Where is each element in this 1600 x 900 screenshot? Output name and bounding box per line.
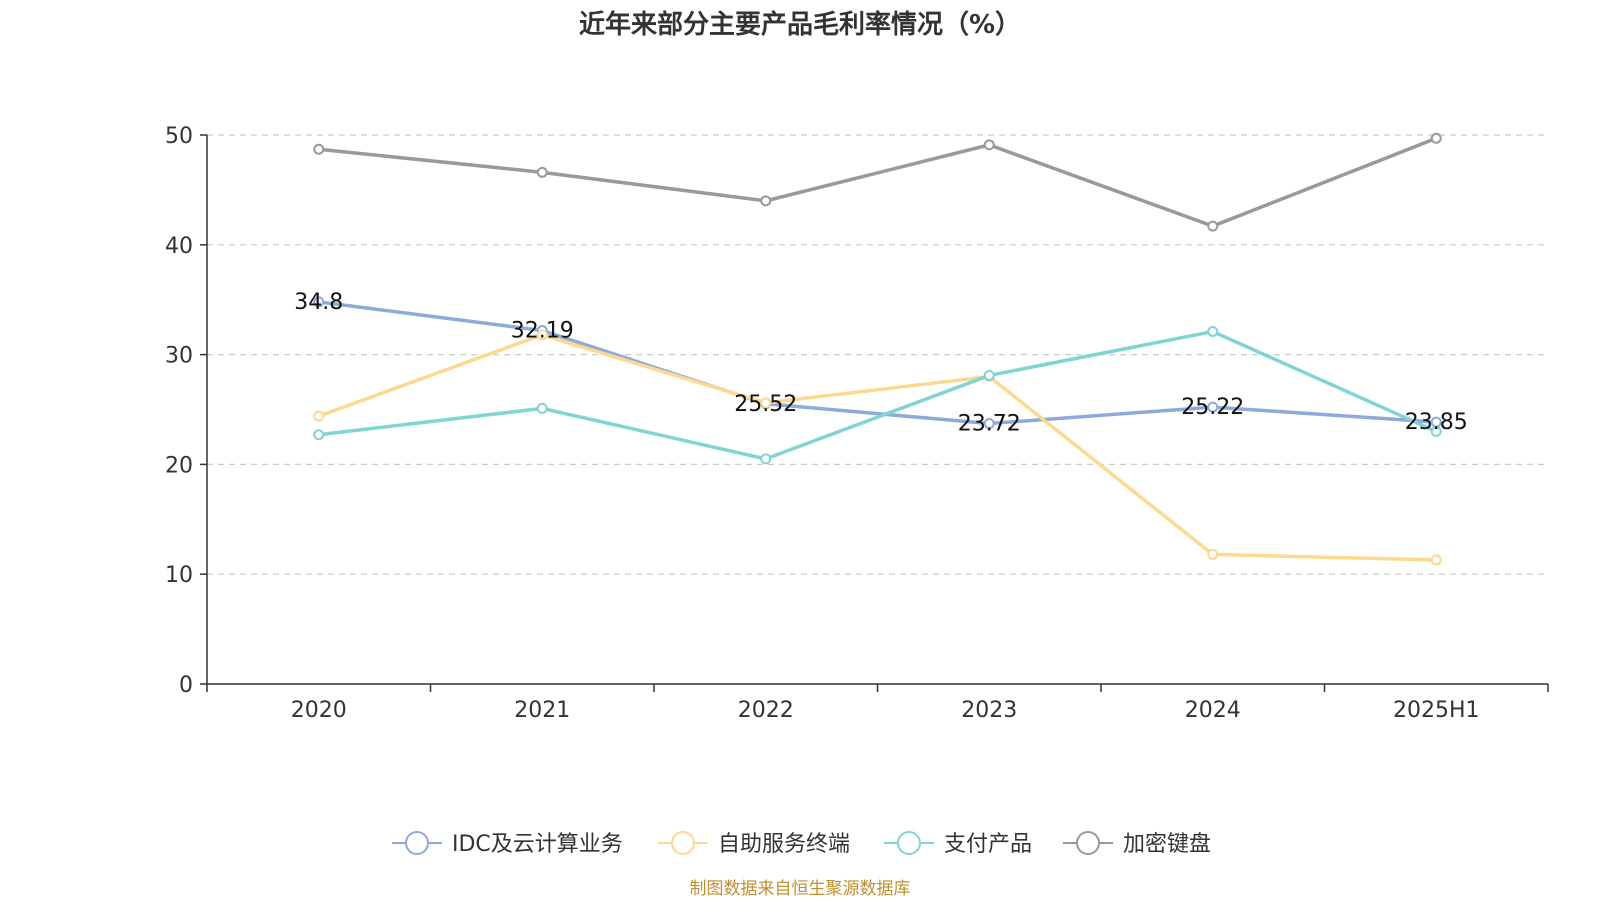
- data-point[interactable]: [983, 369, 995, 381]
- data-label: 32.19: [511, 319, 574, 344]
- legend-item[interactable]: 自助服务终端: [658, 831, 850, 857]
- y-tick-label: 50: [165, 124, 193, 149]
- y-tick-label: 30: [165, 344, 193, 369]
- data-point[interactable]: [313, 429, 325, 441]
- legend-marker: [671, 831, 695, 855]
- series-2: [313, 326, 1442, 465]
- data-point[interactable]: [1430, 554, 1442, 566]
- x-tick-label: 2023: [961, 698, 1017, 723]
- x-tick-label: 2021: [514, 698, 570, 723]
- y-tick-label: 0: [179, 673, 193, 698]
- data-label: 23.72: [958, 412, 1021, 437]
- legend-label: IDC及云计算业务: [452, 832, 623, 857]
- source-note: 制图数据来自恒生聚源数据库: [690, 879, 911, 899]
- data-point[interactable]: [536, 166, 548, 178]
- data-point[interactable]: [313, 410, 325, 422]
- legend-label: 加密键盘: [1123, 832, 1211, 857]
- x-tick-label: 2024: [1185, 698, 1241, 723]
- legend-item[interactable]: IDC及云计算业务: [392, 831, 623, 857]
- data-point[interactable]: [760, 453, 772, 465]
- data-point[interactable]: [1207, 401, 1219, 413]
- data-label: 25.52: [734, 392, 797, 417]
- y-tick-label: 10: [165, 563, 193, 588]
- series-3: [313, 132, 1442, 232]
- data-label: 25.22: [1181, 395, 1244, 420]
- series-line: [318, 329, 1437, 461]
- data-labels: 34.8 32.19 25.52 23.72 25.22 23.85: [294, 290, 1467, 437]
- data-point[interactable]: [1207, 548, 1219, 560]
- x-tick-label: 2020: [291, 698, 347, 723]
- y-tick-label: 20: [165, 453, 193, 478]
- series-line: [318, 136, 1437, 228]
- data-point[interactable]: [536, 402, 548, 414]
- data-label: 23.85: [1405, 410, 1468, 435]
- data-point[interactable]: [760, 397, 772, 409]
- data-point[interactable]: [313, 143, 325, 155]
- series-1: [313, 329, 1442, 566]
- data-point[interactable]: [313, 296, 325, 308]
- data-label: 34.8: [294, 290, 343, 315]
- legend-marker: [405, 831, 429, 855]
- data-point[interactable]: [1207, 326, 1219, 338]
- series-line: [318, 300, 1437, 426]
- legend[interactable]: IDC及云计算业务 自助服务终端 支付产品 加密键盘: [392, 831, 1211, 857]
- data-point[interactable]: [1430, 425, 1442, 437]
- y-tick-label: 40: [165, 234, 193, 259]
- legend-label: 自助服务终端: [718, 832, 850, 857]
- data-point[interactable]: [536, 329, 548, 341]
- x-tick-label: 2025H1: [1393, 698, 1480, 723]
- series-0: [313, 296, 1442, 430]
- data-point[interactable]: [1430, 132, 1442, 144]
- series-group: [313, 132, 1442, 566]
- axes: 0 10 20 30 40 50 2020 2021 2022 2023 2024 2025H1: [165, 124, 1549, 723]
- x-tick-label: 2022: [738, 698, 794, 723]
- grid-lines: [207, 134, 1548, 575]
- legend-item[interactable]: 支付产品: [884, 831, 1032, 857]
- legend-marker: [897, 831, 921, 855]
- legend-label: 支付产品: [944, 832, 1032, 857]
- series-line: [318, 333, 1437, 562]
- legend-item[interactable]: 加密键盘: [1063, 831, 1211, 857]
- chart-title: 近年来部分主要产品毛利率情况（%）: [579, 9, 1021, 40]
- data-point[interactable]: [1207, 220, 1219, 232]
- data-point[interactable]: [983, 139, 995, 151]
- data-point[interactable]: [983, 418, 995, 430]
- data-point[interactable]: [760, 195, 772, 207]
- legend-marker: [1076, 831, 1100, 855]
